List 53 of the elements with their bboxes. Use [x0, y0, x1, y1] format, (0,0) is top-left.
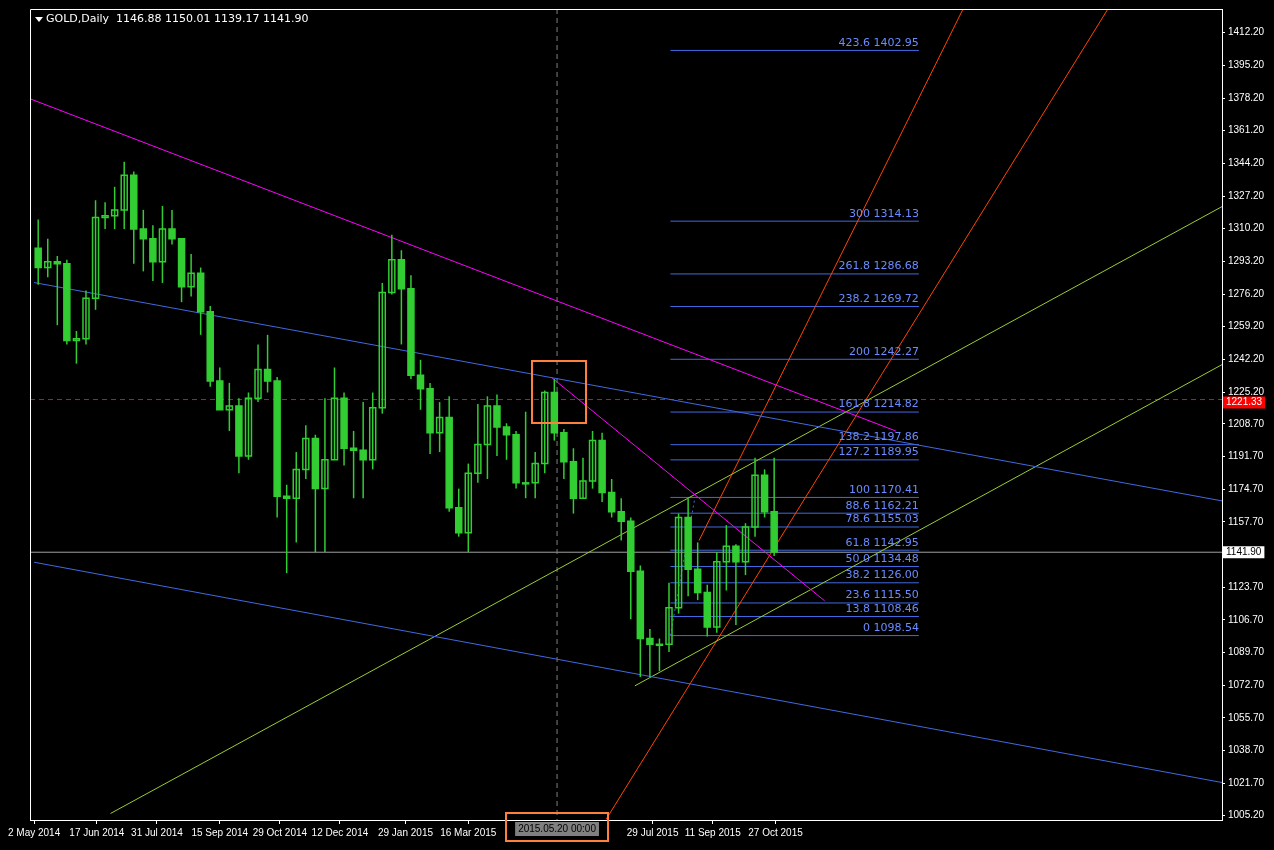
annotation: 23.6 1115.50: [845, 588, 919, 602]
x-tick-label: 17 Jun 2014: [69, 826, 125, 838]
y-tick-label: 1327.20: [1228, 189, 1265, 201]
annotation: 78.6 1155.03: [845, 512, 919, 526]
annotation: 127.2 1189.95: [838, 445, 919, 459]
y-tick-label: 1038.70: [1228, 744, 1265, 756]
chart-title: GOLD,Daily 1146.88 1150.01 1139.17 1141.90: [46, 12, 309, 25]
y-tick-label: 1174.70: [1228, 482, 1264, 494]
annotation: 300 1314.13: [848, 206, 919, 220]
x-tick-label: 29 Jan 2015: [377, 826, 434, 838]
y-tick-label: 1259.20: [1228, 320, 1265, 332]
y-tick-label: 1005.20: [1228, 808, 1265, 820]
y-tick-label: 1021.70: [1228, 777, 1265, 789]
ref-line-label: 1221.33: [1226, 396, 1263, 408]
annotation: 100 1170.41: [848, 482, 919, 496]
y-tick-label: 1225.20: [1228, 385, 1265, 397]
y-tick-label: 1123.70: [1228, 580, 1264, 592]
annotation: 13.8 1108.46: [845, 601, 919, 615]
x-tick-label: 16 Mar 2015: [440, 826, 497, 838]
x-tick-label: 29 Oct 2014: [252, 826, 308, 838]
y-tick-label: 1157.70: [1228, 515, 1264, 527]
annotation: 200 1242.27: [848, 344, 919, 358]
x-tick-label: 2 May 2014: [7, 826, 61, 838]
y-tick-label: 1344.20: [1228, 157, 1265, 169]
annotation: 238.2 1269.72: [838, 291, 919, 305]
x-tick-label: 27 Oct 2015: [748, 826, 804, 838]
y-tick-label: 1310.20: [1228, 222, 1265, 234]
y-tick-label: 1395.20: [1228, 59, 1265, 71]
x-tick-label: 29 Jul 2015: [626, 826, 679, 838]
x-tick-label: 31 Jul 2014: [131, 826, 184, 838]
ref-line-label: 2015.05.20 00:00: [518, 822, 597, 834]
x-tick-label: 15 Sep 2014: [191, 826, 249, 838]
annotation: 423.6 1402.95: [838, 35, 919, 49]
x-tick-label: 12 Dec 2014: [311, 826, 369, 838]
y-tick-label: 1361.20: [1228, 124, 1265, 136]
y-tick-label: 1378.20: [1228, 91, 1265, 103]
annotation: 38.2 1126.00: [845, 568, 919, 582]
annotation: 88.6 1162.21: [845, 498, 919, 512]
y-tick-label: 1242.20: [1228, 353, 1265, 365]
y-tick-label: 1293.20: [1228, 255, 1265, 267]
y-tick-label: 1412.20: [1228, 26, 1265, 38]
y-tick-label: 1276.20: [1228, 287, 1265, 299]
y-tick-label: 1106.70: [1228, 613, 1264, 625]
y-tick-label: 1072.70: [1228, 679, 1265, 690]
ref-line-label: 1141.90: [1226, 545, 1262, 557]
annotation: 261.8 1286.68: [838, 259, 919, 273]
x-tick-label: 11 Sep 2015: [684, 826, 742, 838]
y-tick-label: 1208.70: [1228, 417, 1265, 429]
y-tick-label: 1089.70: [1228, 646, 1265, 658]
y-tick-label: 1055.70: [1228, 711, 1265, 723]
annotation: 50.0 1134.48: [845, 551, 919, 565]
y-tick-label: 1191.70: [1228, 450, 1264, 462]
annotation: 0 1098.54: [862, 620, 919, 634]
